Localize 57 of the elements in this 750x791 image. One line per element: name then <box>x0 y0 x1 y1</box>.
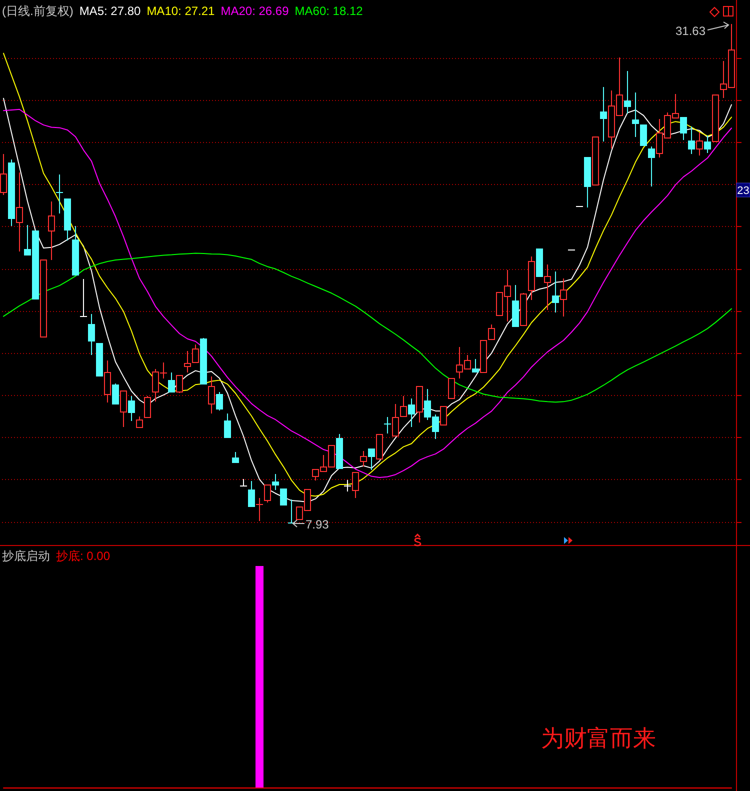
candlestick <box>184 350 191 373</box>
candlestick <box>624 70 631 114</box>
candlestick <box>480 340 487 373</box>
candlestick <box>600 86 607 142</box>
text: 抄底: 0.00 <box>56 549 110 563</box>
candlestick <box>632 92 639 138</box>
candlestick <box>472 358 479 372</box>
chart-title: (日线.前复权) <box>2 4 74 18</box>
candlestick <box>560 278 567 318</box>
annotation: 为财富而来 <box>541 726 656 752</box>
candlestick <box>96 342 103 376</box>
text: MA10: 27.21 <box>146 4 216 18</box>
candlestick <box>56 174 64 214</box>
candlestick <box>400 396 407 418</box>
candlestick <box>368 448 375 470</box>
candlestick <box>64 198 71 242</box>
candlestick <box>680 116 687 140</box>
candlestick <box>72 225 79 276</box>
candlestick <box>280 488 287 506</box>
annotation: 31.63 <box>675 24 706 38</box>
candlestick <box>392 404 399 437</box>
candlestick <box>512 284 519 328</box>
candlestick <box>168 372 175 393</box>
candlestick <box>256 498 264 522</box>
candlestick <box>384 416 392 434</box>
candlestick <box>88 314 95 356</box>
candlestick <box>552 271 559 314</box>
candlestick <box>272 473 279 490</box>
candlestick <box>592 136 599 186</box>
annotation: 7.93 <box>306 518 330 532</box>
candlestick <box>80 278 88 318</box>
candlestick <box>528 256 535 300</box>
candlestick <box>208 376 215 414</box>
candlestick <box>712 94 719 142</box>
chart-title: 抄底启动 <box>2 549 50 563</box>
candlestick <box>232 452 239 464</box>
text: MA60: 18.12 <box>294 4 364 18</box>
candlestick <box>536 248 543 278</box>
candlestick <box>240 478 248 486</box>
candlestick <box>144 396 151 418</box>
candlestick <box>128 396 135 422</box>
candlestick <box>448 378 455 399</box>
candlestick <box>248 480 255 508</box>
text: MA20: 26.69 <box>220 4 290 18</box>
candlestick <box>352 472 359 498</box>
candlestick <box>440 406 447 426</box>
candlestick <box>640 124 647 146</box>
candlestick <box>688 126 695 155</box>
candlestick <box>16 172 23 252</box>
text: MA5: 27.80 <box>79 4 142 18</box>
candlestick <box>544 264 551 310</box>
candlestick <box>48 201 55 261</box>
candlestick <box>104 360 111 403</box>
candlestick <box>416 386 423 423</box>
text: 23 <box>737 185 750 197</box>
candlestick <box>376 434 383 460</box>
candlestick <box>224 412 231 438</box>
